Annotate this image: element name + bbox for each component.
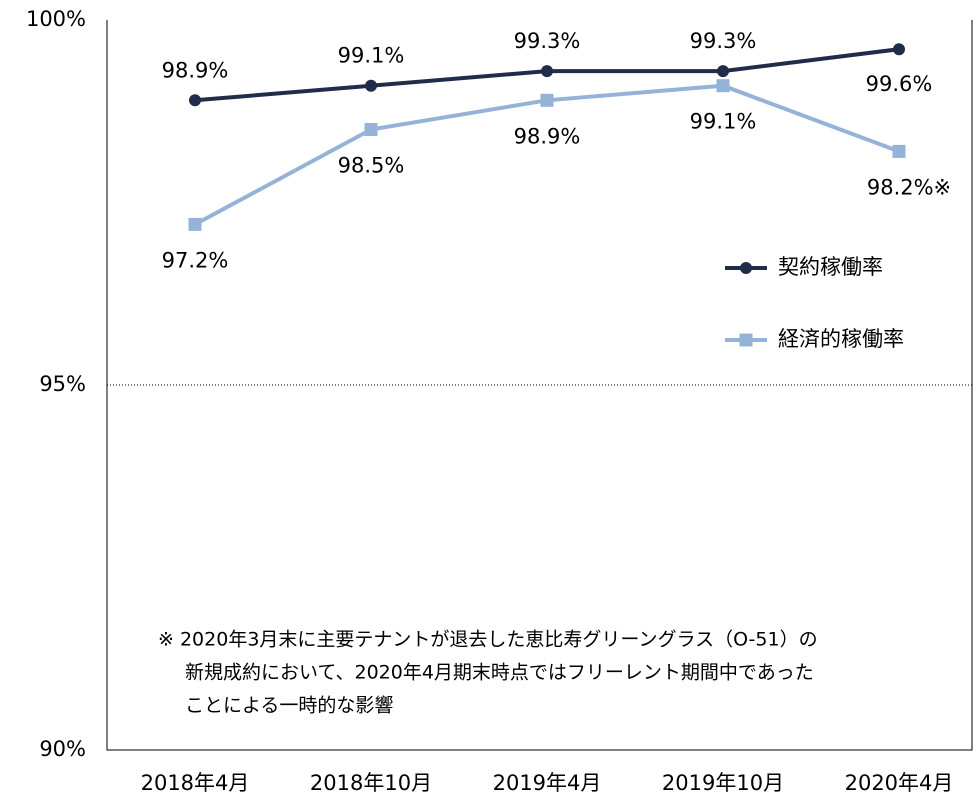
data-label: 99.1% [338,44,405,68]
data-point [188,217,202,231]
data-label: 97.2% [162,248,229,272]
data-label: 99.3% [514,29,581,53]
data-label: 98.9% [162,58,229,82]
legend-label: 契約稼働率 [778,255,883,279]
data-point [365,79,377,92]
data-label: 99.1% [690,110,757,134]
annotation: 新規成約において、2020年4月期末時点ではフリーレント期間中であった [185,662,814,684]
x-tick-label: 2019年4月 [493,771,602,795]
data-label: 99.3% [690,29,757,53]
x-tick-label: 2018年4月 [141,771,250,795]
x-tick-label: 2019年10月 [662,771,784,795]
data-point [893,43,905,56]
data-point [364,123,378,136]
data-point [717,65,729,78]
data-label: 98.5% [338,154,405,178]
y-tick-label: 100% [26,7,86,31]
annotation: ことによる一時的な影響 [185,695,393,717]
data-point [540,93,554,107]
legend-marker [739,333,753,347]
data-point [189,94,201,107]
annotation: ※ 2020年3月末に主要テナントが退去した恵比寿グリーングラス（O-51）の [158,629,818,651]
plot-frame [106,20,973,751]
data-point [541,65,553,78]
y-tick-label: 95% [39,372,86,396]
data-point [716,79,730,93]
data-label: 99.6% [866,72,933,96]
y-tick-label: 90% [39,737,86,761]
data-label: 98.2%※ [867,175,951,199]
legend-label: 経済的稼働率 [778,327,904,351]
data-label: 98.9% [514,124,581,148]
legend-marker [740,262,752,274]
x-tick-label: 2020年4月 [845,771,954,795]
x-tick-label: 2018年10月 [310,771,432,795]
data-point [892,144,906,158]
